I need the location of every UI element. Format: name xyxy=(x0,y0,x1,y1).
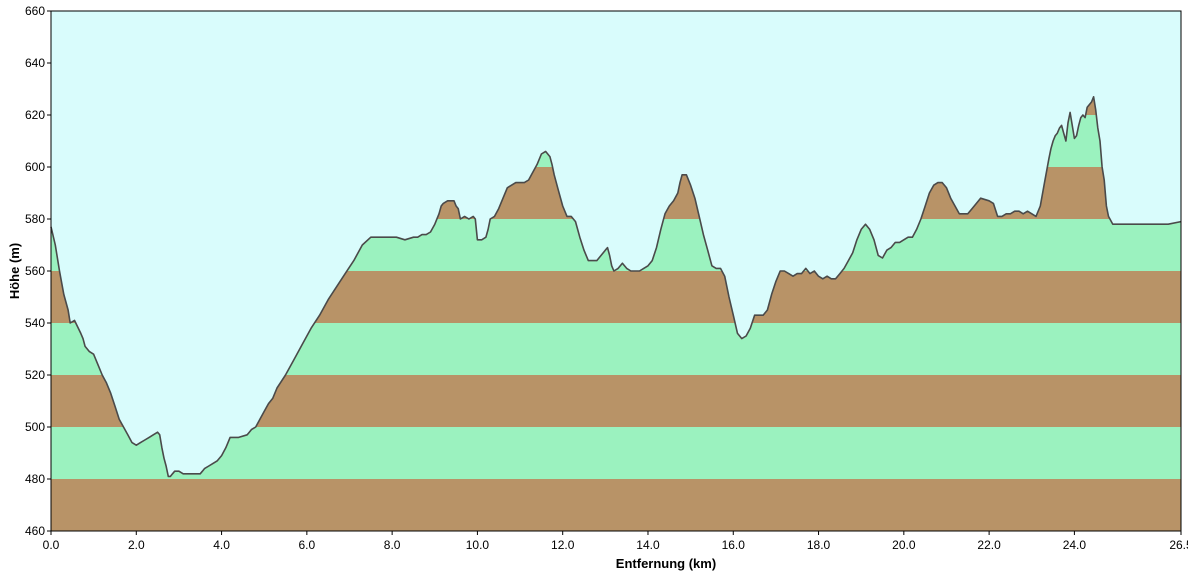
y-tick-label: 500 xyxy=(25,420,45,434)
y-tick-label: 640 xyxy=(25,56,45,70)
y-axis-title: Höhe (m) xyxy=(7,243,22,299)
y-tick-label: 520 xyxy=(25,368,45,382)
x-tick-label: 22.0 xyxy=(977,538,1001,552)
x-tick-label: 16.0 xyxy=(722,538,746,552)
x-tick-label: 8.0 xyxy=(384,538,401,552)
x-tick-label: 24.0 xyxy=(1063,538,1087,552)
x-tick-label: 6.0 xyxy=(299,538,316,552)
x-tick-label: 0.0 xyxy=(43,538,60,552)
y-tick-label: 560 xyxy=(25,264,45,278)
x-tick-label: 14.0 xyxy=(636,538,660,552)
elevation-profile-line xyxy=(50,96,1182,478)
x-tick-label: 12.0 xyxy=(551,538,575,552)
x-tick-label: 10.0 xyxy=(466,538,490,552)
y-axis: 460 480 500 520 540 560 580 600 620 640 660 xyxy=(25,4,51,538)
y-tick-label: 600 xyxy=(25,160,45,174)
x-tick-label: 4.0 xyxy=(213,538,230,552)
y-tick-label: 620 xyxy=(25,108,45,122)
x-tick-label: 20.0 xyxy=(892,538,916,552)
elevation-band-460 xyxy=(51,479,1181,531)
x-axis: 0.0 2.0 4.0 6.0 8.0 10.0 12.0 14.0 16.0 18.0 20.0 2… xyxy=(43,531,1188,552)
y-tick-label: 540 xyxy=(25,316,45,330)
x-tick-label: 26.5 xyxy=(1169,538,1188,552)
y-tick-label: 580 xyxy=(25,212,45,226)
x-tick-label: 18.0 xyxy=(807,538,831,552)
x-axis-title: Entfernung (km) xyxy=(616,556,716,571)
y-tick-label: 460 xyxy=(25,524,45,538)
y-tick-label: 480 xyxy=(25,472,45,486)
x-tick-label: 2.0 xyxy=(128,538,145,552)
y-tick-label: 660 xyxy=(25,4,45,18)
